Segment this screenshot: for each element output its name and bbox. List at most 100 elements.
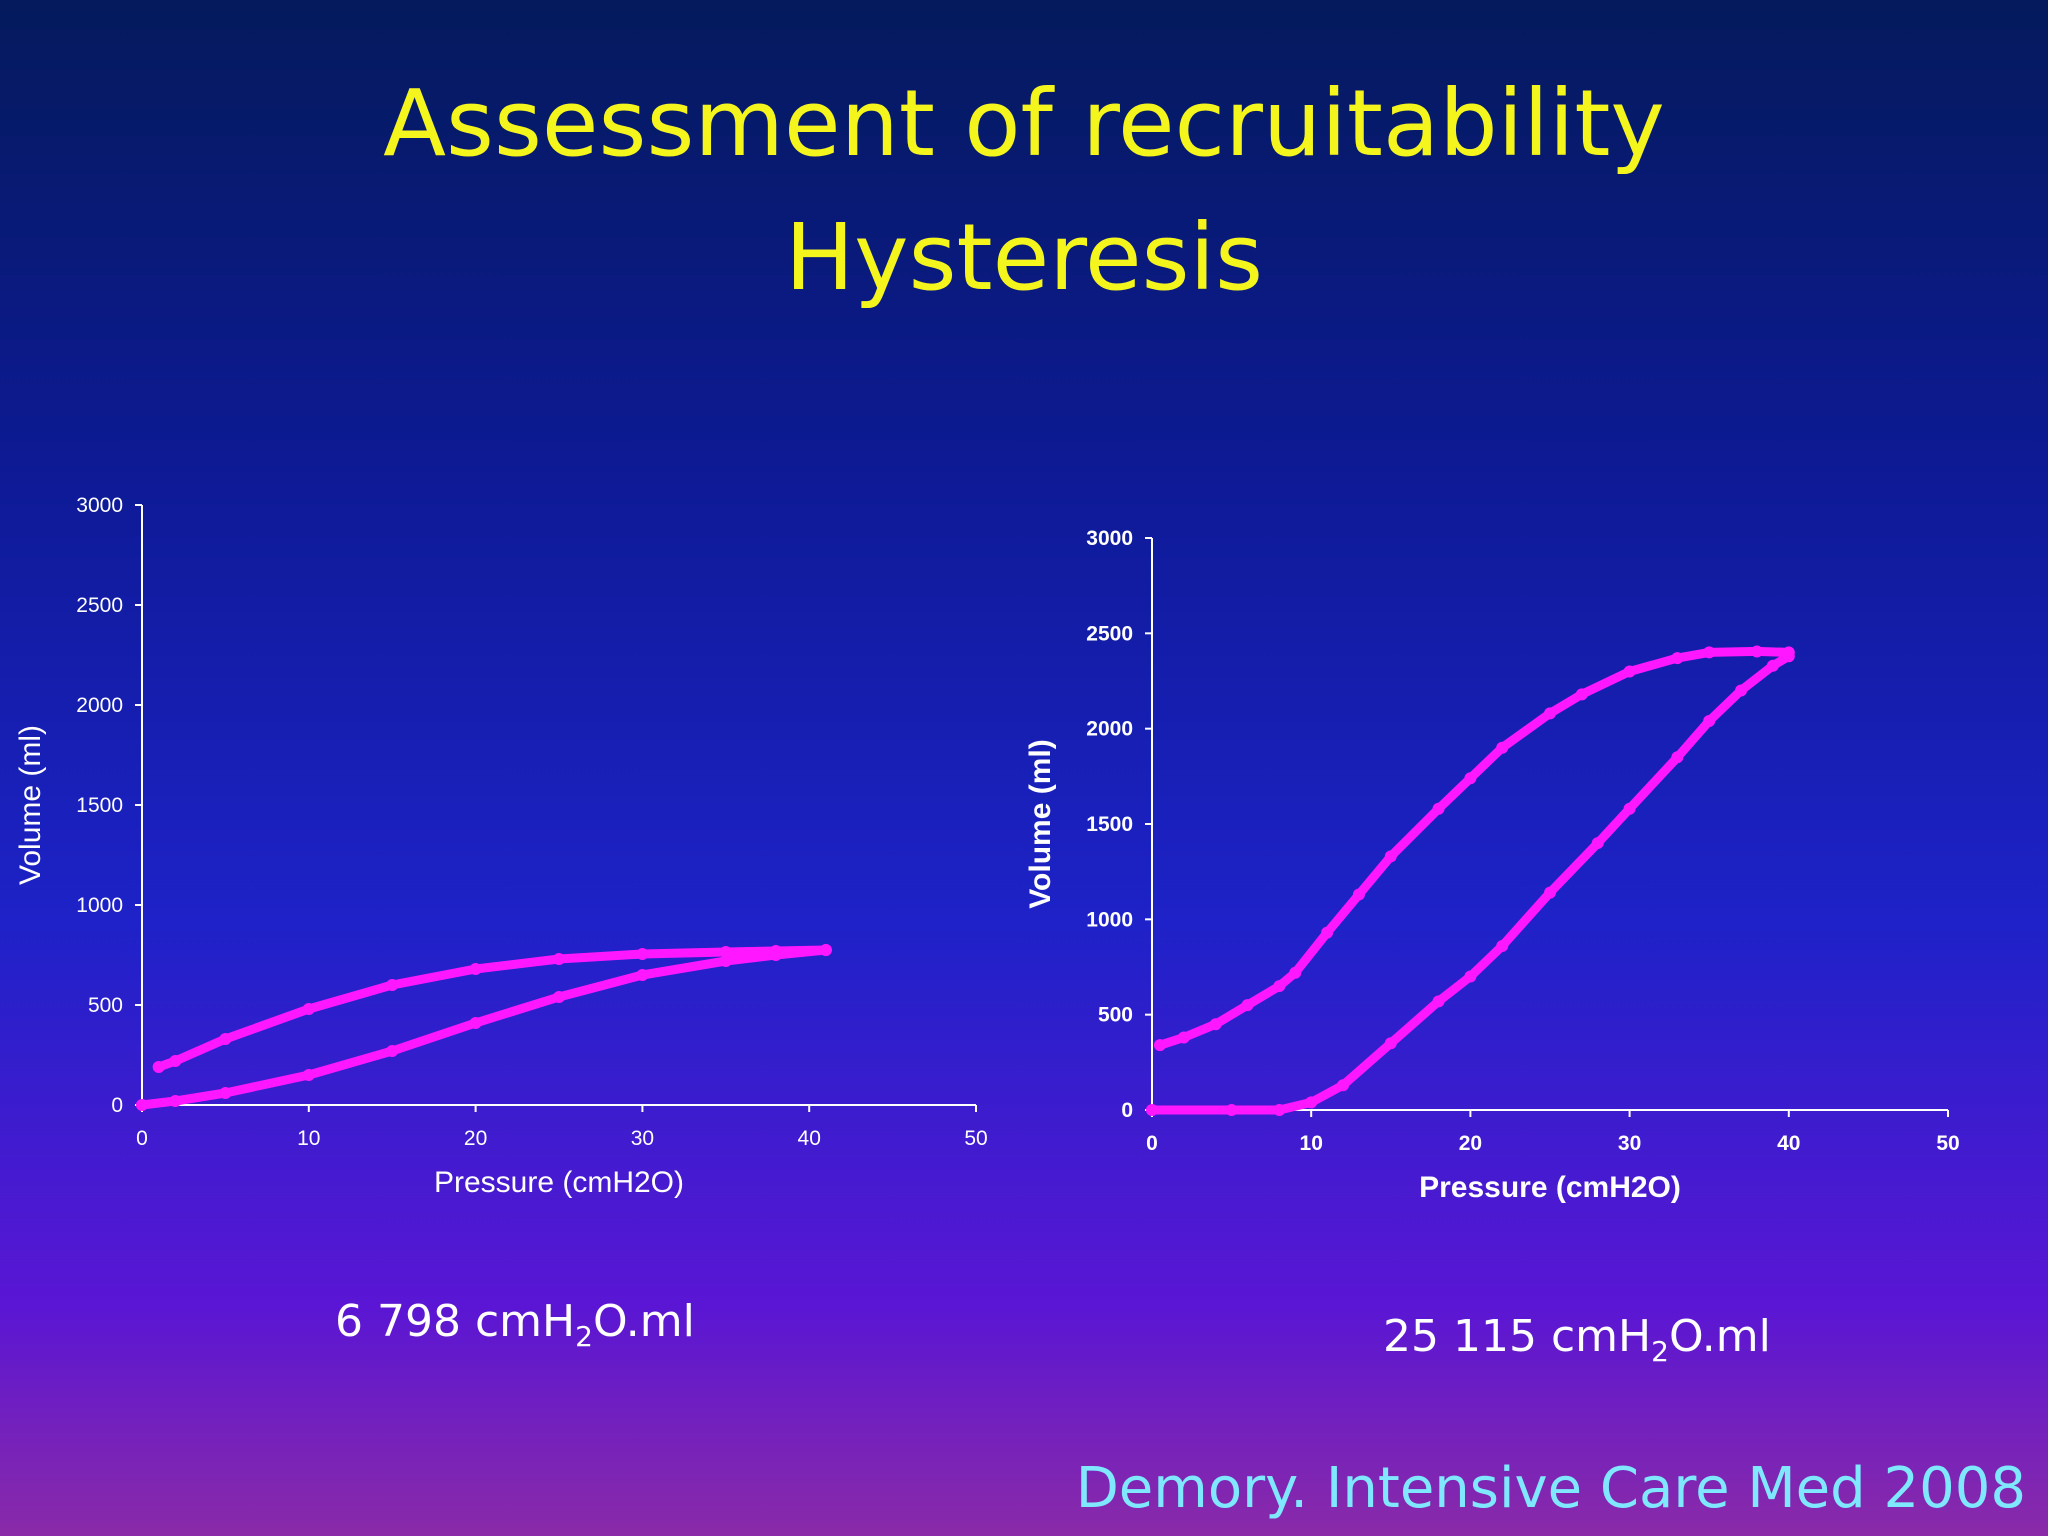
left-data-point xyxy=(219,1087,232,1099)
right-x-tick-label: 0 xyxy=(1146,1132,1158,1155)
right-area-value: 25 115 xyxy=(1383,1311,1537,1362)
left-y-axis-label: Volume (ml) xyxy=(14,725,47,885)
left-data-point xyxy=(136,1099,148,1111)
right-data-point xyxy=(1703,646,1716,659)
right-y-tick-label: 1000 xyxy=(1086,908,1133,931)
right-data-point xyxy=(1432,802,1445,815)
right-data-point xyxy=(1591,837,1604,850)
left-y-tick-label: 500 xyxy=(88,994,123,1017)
right-series-inflation-line xyxy=(1147,651,1794,1115)
right-series-deflation-line xyxy=(1155,646,1794,1050)
left-x-tick-label: 40 xyxy=(798,1127,821,1150)
left-data-point xyxy=(819,944,832,956)
left-data-point xyxy=(302,1069,315,1081)
left-y-tick-label: 2000 xyxy=(76,694,123,717)
right-data-point xyxy=(1209,1018,1222,1031)
left-y-tick-label: 1500 xyxy=(76,794,123,817)
right-data-point xyxy=(1432,995,1445,1008)
right-data-point xyxy=(1750,645,1763,658)
left-series-deflation-line xyxy=(154,945,831,1072)
right-y-tick-label: 0 xyxy=(1121,1099,1133,1122)
right-x-axis-label: Pressure (cmH2O) xyxy=(1419,1171,1681,1204)
right-data-point xyxy=(1352,888,1365,901)
left-data-point xyxy=(169,1095,182,1107)
right-area-unit: cmH2O.ml xyxy=(1550,1311,1771,1368)
right-data-point xyxy=(1496,940,1509,953)
left-x-tick-label: 0 xyxy=(136,1127,148,1150)
right-data-point xyxy=(1146,1104,1158,1116)
right-data-point xyxy=(1321,926,1334,939)
right-data-point xyxy=(1384,850,1397,863)
slide-title-line-2: Hysteresis xyxy=(784,204,1264,311)
citation: Demory. Intensive Care Med 2008 xyxy=(1075,1456,2026,1521)
right-y-tick-label: 2500 xyxy=(1086,622,1133,645)
left-data-point xyxy=(553,953,565,965)
left-x-tick-label: 10 xyxy=(297,1127,320,1150)
left-y-tick-label: 2500 xyxy=(76,594,123,617)
right-data-point xyxy=(1671,751,1684,764)
right-data-point xyxy=(1782,646,1795,659)
left-data-point xyxy=(719,955,732,967)
right-data-point xyxy=(1241,999,1254,1012)
left-y-tick-label: 3000 xyxy=(76,494,123,517)
right-data-point xyxy=(1703,715,1716,728)
left-y-tick-label: 1000 xyxy=(76,894,123,917)
right-data-point xyxy=(1575,688,1588,701)
left-data-point xyxy=(636,969,649,981)
left-data-point xyxy=(553,991,565,1003)
right-data-point xyxy=(1289,966,1302,979)
left-data-point xyxy=(636,948,649,960)
right-x-tick-label: 40 xyxy=(1777,1132,1800,1155)
right-data-point xyxy=(1623,802,1636,815)
left-data-point xyxy=(469,1017,482,1029)
right-x-tick-label: 20 xyxy=(1459,1132,1482,1155)
right-data-point xyxy=(1623,665,1636,678)
left-x-tick-label: 30 xyxy=(631,1127,654,1150)
left-data-point xyxy=(169,1055,182,1067)
right-x-tick-label: 50 xyxy=(1936,1132,1959,1155)
left-area-unit: cmH2O.ml xyxy=(474,1296,695,1353)
right-data-point xyxy=(1496,741,1509,754)
left-data-point xyxy=(719,946,732,958)
left-data-point xyxy=(769,945,782,957)
left-data-point xyxy=(386,979,399,991)
right-data-point xyxy=(1305,1096,1318,1109)
left-y-tick-label: 0 xyxy=(111,1094,123,1117)
right-data-point xyxy=(1464,970,1477,983)
right-data-point xyxy=(1735,684,1748,697)
left-data-point xyxy=(152,1061,165,1073)
right-chart: 0 10 20 30 40 50050010001500200025003000Press… xyxy=(1024,527,1960,1204)
right-x-tick-label: 30 xyxy=(1618,1132,1641,1155)
right-data-point xyxy=(1153,1039,1166,1052)
right-y-tick-label: 3000 xyxy=(1086,527,1133,550)
right-data-point xyxy=(1384,1037,1397,1050)
right-y-tick-label: 2000 xyxy=(1086,718,1133,741)
right-y-axis-label: Volume (ml) xyxy=(1024,739,1057,908)
left-x-tick-label: 20 xyxy=(464,1127,487,1150)
left-data-point xyxy=(219,1033,232,1045)
right-data-point xyxy=(1177,1031,1190,1044)
right-data-point xyxy=(1273,1104,1286,1116)
right-y-tick-label: 500 xyxy=(1098,1004,1133,1027)
right-hysteresis-area: 25 115 cmH2O.ml xyxy=(1383,1311,1771,1368)
right-data-point xyxy=(1544,707,1556,720)
right-data-point xyxy=(1671,652,1684,665)
right-data-point xyxy=(1273,980,1286,993)
right-data-point xyxy=(1337,1079,1350,1092)
left-chart: 0 10 20 30 40 50050010001500200025003000Press… xyxy=(14,494,988,1199)
right-data-point xyxy=(1544,886,1556,899)
slide-title-line-1: Assessment of recruitability xyxy=(383,70,1665,177)
right-x-tick-label: 10 xyxy=(1300,1132,1323,1155)
left-x-axis-label: Pressure (cmH2O) xyxy=(434,1166,684,1199)
left-data-point xyxy=(469,963,482,975)
left-area-value: 6 798 xyxy=(335,1296,461,1347)
right-data-point xyxy=(1464,772,1477,785)
right-y-tick-label: 1500 xyxy=(1086,813,1133,836)
left-x-tick-label: 50 xyxy=(964,1127,987,1150)
left-data-point xyxy=(302,1003,315,1015)
left-data-point xyxy=(386,1045,399,1057)
right-data-point xyxy=(1766,659,1779,672)
left-hysteresis-area: 6 798 cmH2O.ml xyxy=(335,1296,695,1353)
right-data-point xyxy=(1225,1104,1238,1116)
